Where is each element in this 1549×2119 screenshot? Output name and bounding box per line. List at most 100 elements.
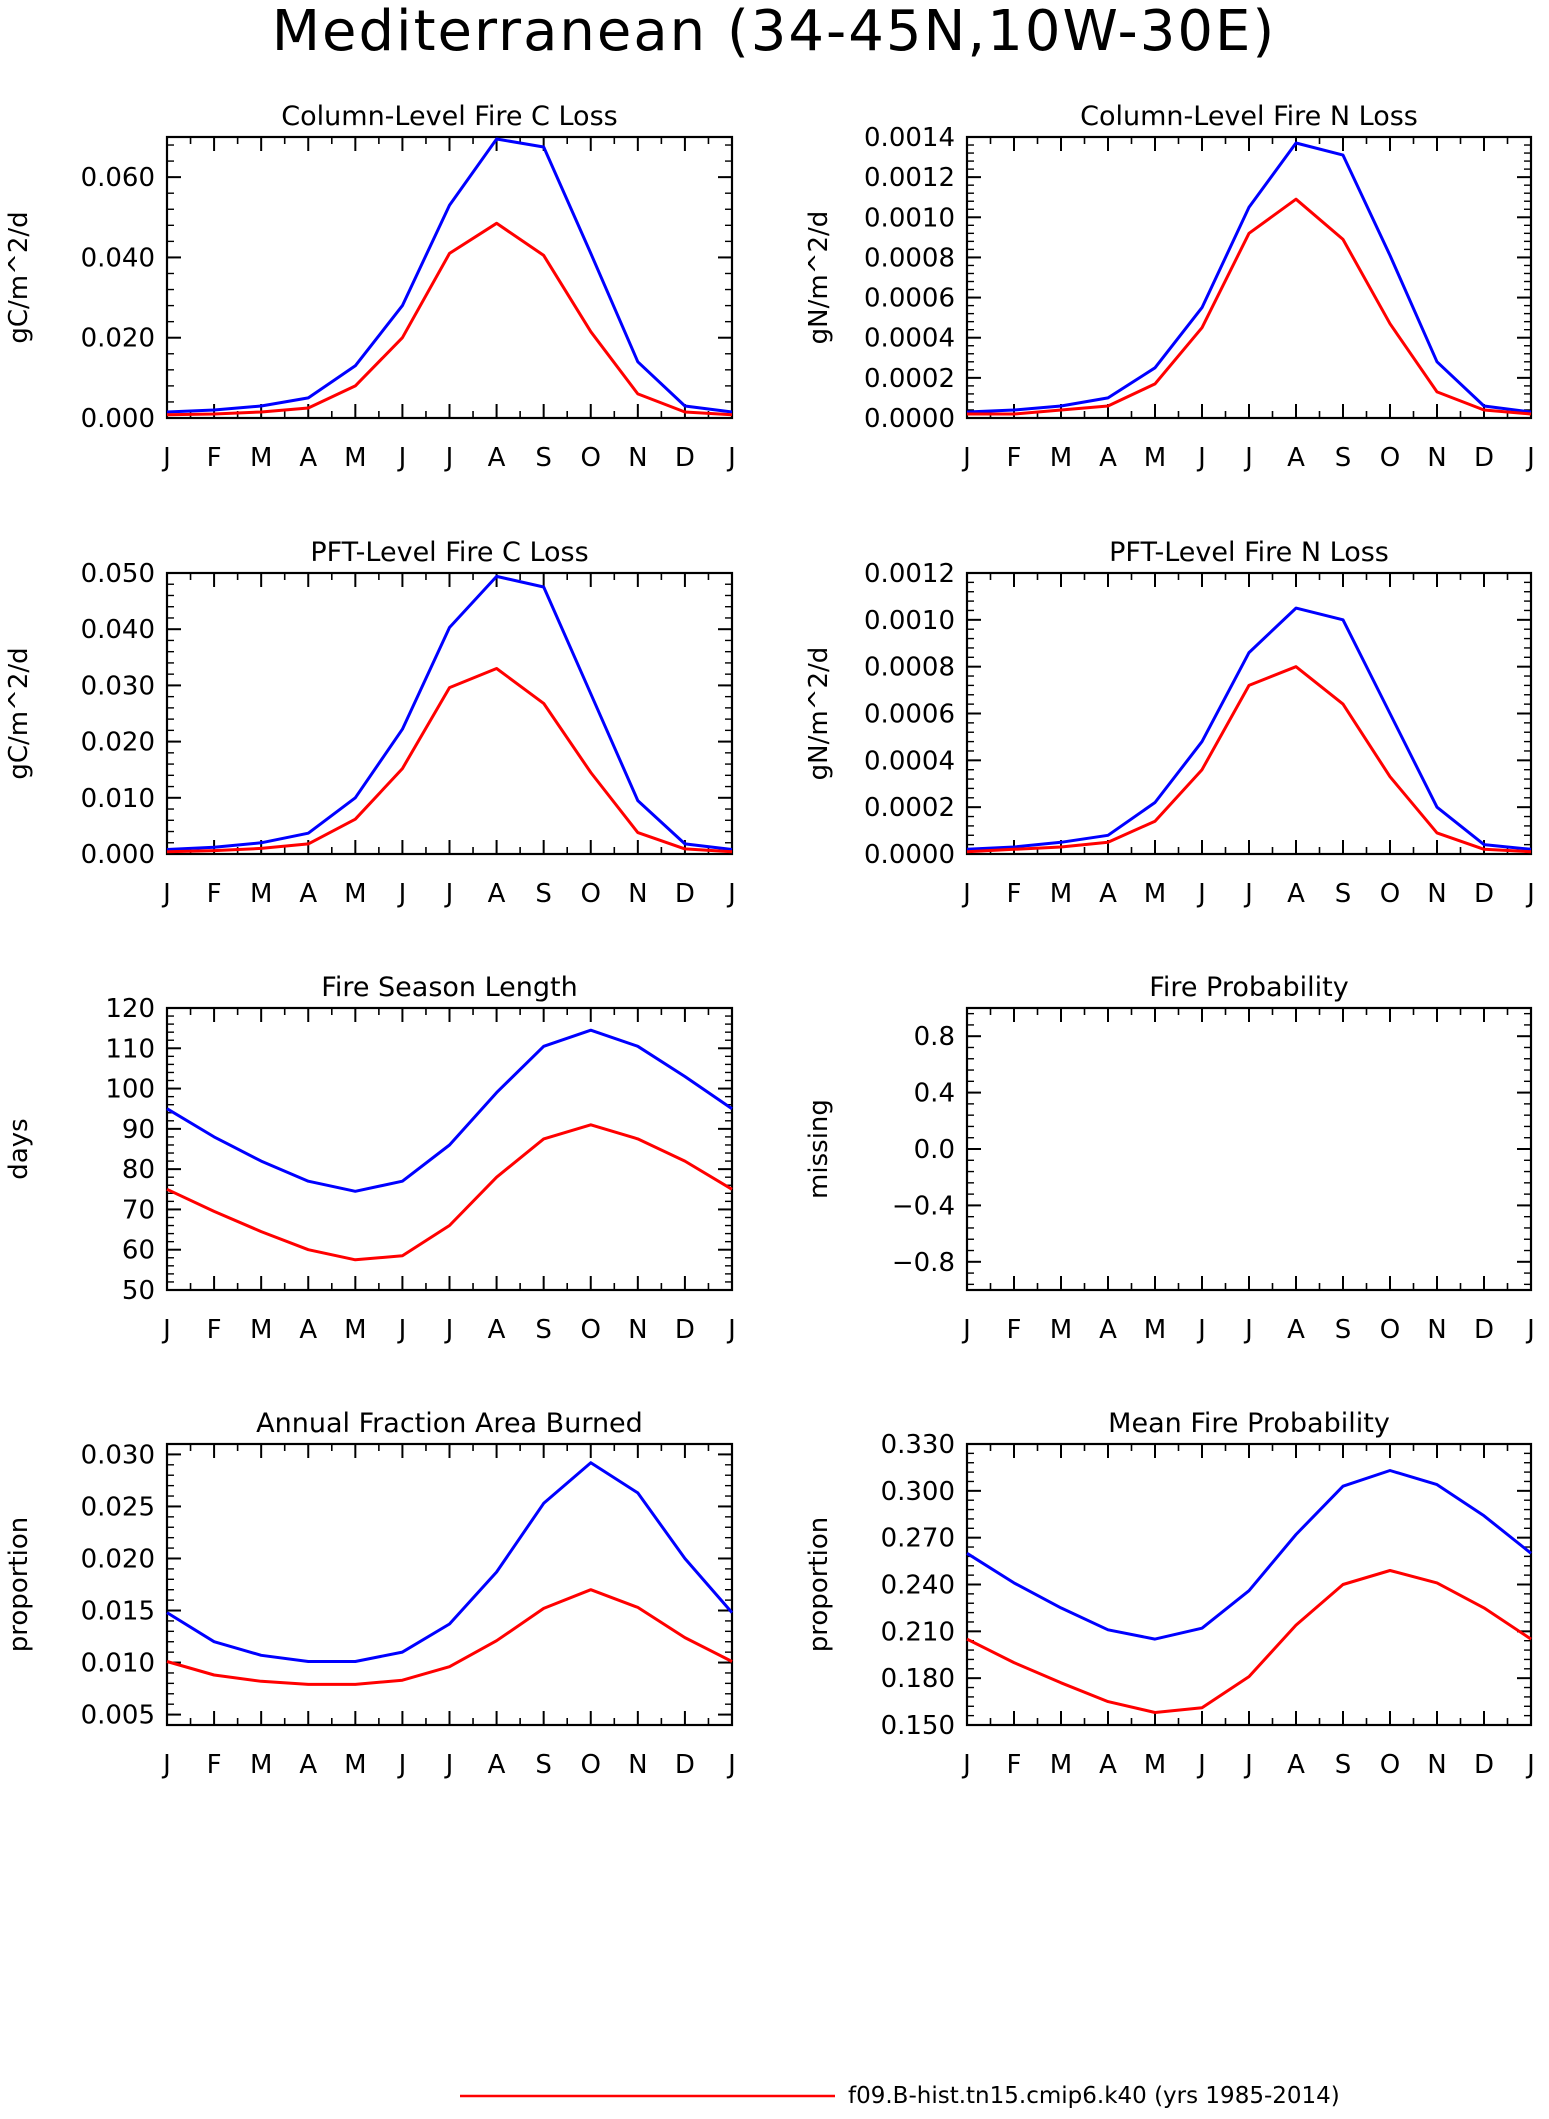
plot-frame [165,1442,734,1727]
x-tick-label: J [1525,879,1535,909]
x-tick-label: J [444,1315,454,1345]
x-tick-label: J [397,1750,407,1780]
x-tick-label: A [1099,1750,1117,1780]
x-tick-label: D [675,1315,695,1345]
x-tick-label: A [1287,879,1305,909]
x-tick-label: M [344,1315,366,1345]
y-tick-label: 0.210 [881,1617,955,1647]
x-tick-label: D [1474,1315,1494,1345]
y-tick-label: 0.020 [81,324,155,354]
x-tick-label: D [675,443,695,473]
y-axis-label: proportion [4,1517,34,1652]
y-tick-label: 60 [122,1236,155,1266]
x-tick-label: J [397,443,407,473]
x-tick-label: J [961,879,971,909]
x-tick-label: J [1196,443,1206,473]
x-tick-label: O [581,1315,601,1345]
x-tick-label: J [161,443,171,473]
x-tick-label: J [444,443,454,473]
series-line [166,1123,733,1262]
y-tick-label: 0.0000 [864,840,955,870]
x-tick-label: A [1099,1315,1117,1345]
x-tick-label: J [444,1750,454,1780]
panel-title: Column-Level Fire N Loss [1080,101,1418,132]
x-tick-label: J [1243,443,1253,473]
y-tick-label: 0.0008 [864,243,955,273]
y-tick-label: 0.050 [81,559,155,589]
y-tick-label: 100 [105,1075,155,1105]
x-tick-label: A [488,443,506,473]
chart-panel: J F M A M J J A S O N D J0.00000.00020.00040.00060.0… [804,101,1535,473]
plot-frame [965,1006,1533,1292]
y-tick-label: −0.8 [892,1248,955,1278]
panel-title: Fire Probability [1149,972,1349,1003]
x-tick-label: J [1243,1750,1253,1780]
x-tick-label: J [726,879,736,909]
x-tick-label: J [1243,879,1253,909]
plot-frame [165,1006,734,1292]
chart-panel: J F M A M J J A S O N D J0.0050.0100.0150.0200.0250.… [4,1408,736,1780]
x-tick-label: A [1287,443,1305,473]
legend-label: f09.B-hist.tn15.cmip6.k40 (yrs 1985-2014… [848,2083,1340,2109]
y-tick-label: 0.0006 [864,700,955,730]
x-tick-label: A [299,1750,317,1780]
x-tick-label: O [581,443,601,473]
x-tick-label: F [207,879,222,909]
chart-panel: J F M A M J J A S O N D J0.1500.1800.2100.2400.2700.… [804,1408,1535,1780]
x-tick-label: D [675,1750,695,1780]
x-tick-label: J [161,1315,171,1345]
y-axis-label: days [4,1118,34,1179]
x-tick-label: A [1287,1750,1305,1780]
y-tick-label: 0.020 [81,1544,155,1574]
y-tick-label: 0.270 [881,1524,955,1554]
x-tick-label: F [1007,1750,1022,1780]
plot-frame [165,135,734,420]
x-tick-label: M [250,1315,272,1345]
series-line [166,137,733,414]
x-tick-label: S [1335,879,1352,909]
x-tick-label: J [1525,1750,1535,1780]
x-tick-label: N [628,1315,647,1345]
series-line [966,1569,1532,1714]
y-tick-label: 120 [105,994,155,1024]
y-tick-label: 0.0002 [864,364,955,394]
x-tick-label: J [1196,1315,1206,1345]
x-tick-label: J [444,879,454,909]
figure-title: Mediterranean (34-45N,10W-30E) [272,0,1277,64]
series-line [966,141,1532,414]
y-tick-label: −0.4 [892,1191,955,1221]
panel-title: PFT-Level Fire C Loss [310,537,588,568]
chart-panel: J F M A M J J A S O N D J0.00000.00020.00040.00060.0… [804,537,1535,909]
y-tick-label: 0.025 [81,1492,155,1522]
x-tick-label: S [535,1315,552,1345]
y-tick-label: 0.0004 [864,324,955,354]
y-tick-label: 0.060 [81,163,155,193]
x-tick-label: M [344,879,366,909]
x-tick-label: N [1427,879,1446,909]
y-tick-label: 80 [122,1155,155,1185]
y-tick-label: 0.0008 [864,653,955,683]
x-tick-label: M [1144,443,1166,473]
x-tick-label: M [344,443,366,473]
y-tick-label: 0.0010 [864,203,955,233]
series-line [166,574,733,851]
x-tick-label: J [1196,1750,1206,1780]
x-tick-label: O [1380,443,1400,473]
x-tick-label: A [1099,879,1117,909]
x-tick-label: J [1243,1315,1253,1345]
y-tick-label: 90 [122,1115,155,1145]
x-tick-label: D [1474,879,1494,909]
x-tick-label: M [1144,879,1166,909]
panel-title: Fire Season Length [321,972,577,1003]
x-tick-label: A [299,879,317,909]
x-tick-label: A [488,1750,506,1780]
x-tick-label: F [1007,1315,1022,1345]
y-tick-label: 0.0004 [864,746,955,776]
y-tick-label: 0.040 [81,615,155,645]
panel-title: Annual Fraction Area Burned [256,1408,643,1439]
plot-frame [165,571,734,856]
plot-frame [965,1442,1533,1727]
y-tick-label: 0.240 [881,1571,955,1601]
series-line [166,667,733,854]
x-tick-label: J [726,443,736,473]
